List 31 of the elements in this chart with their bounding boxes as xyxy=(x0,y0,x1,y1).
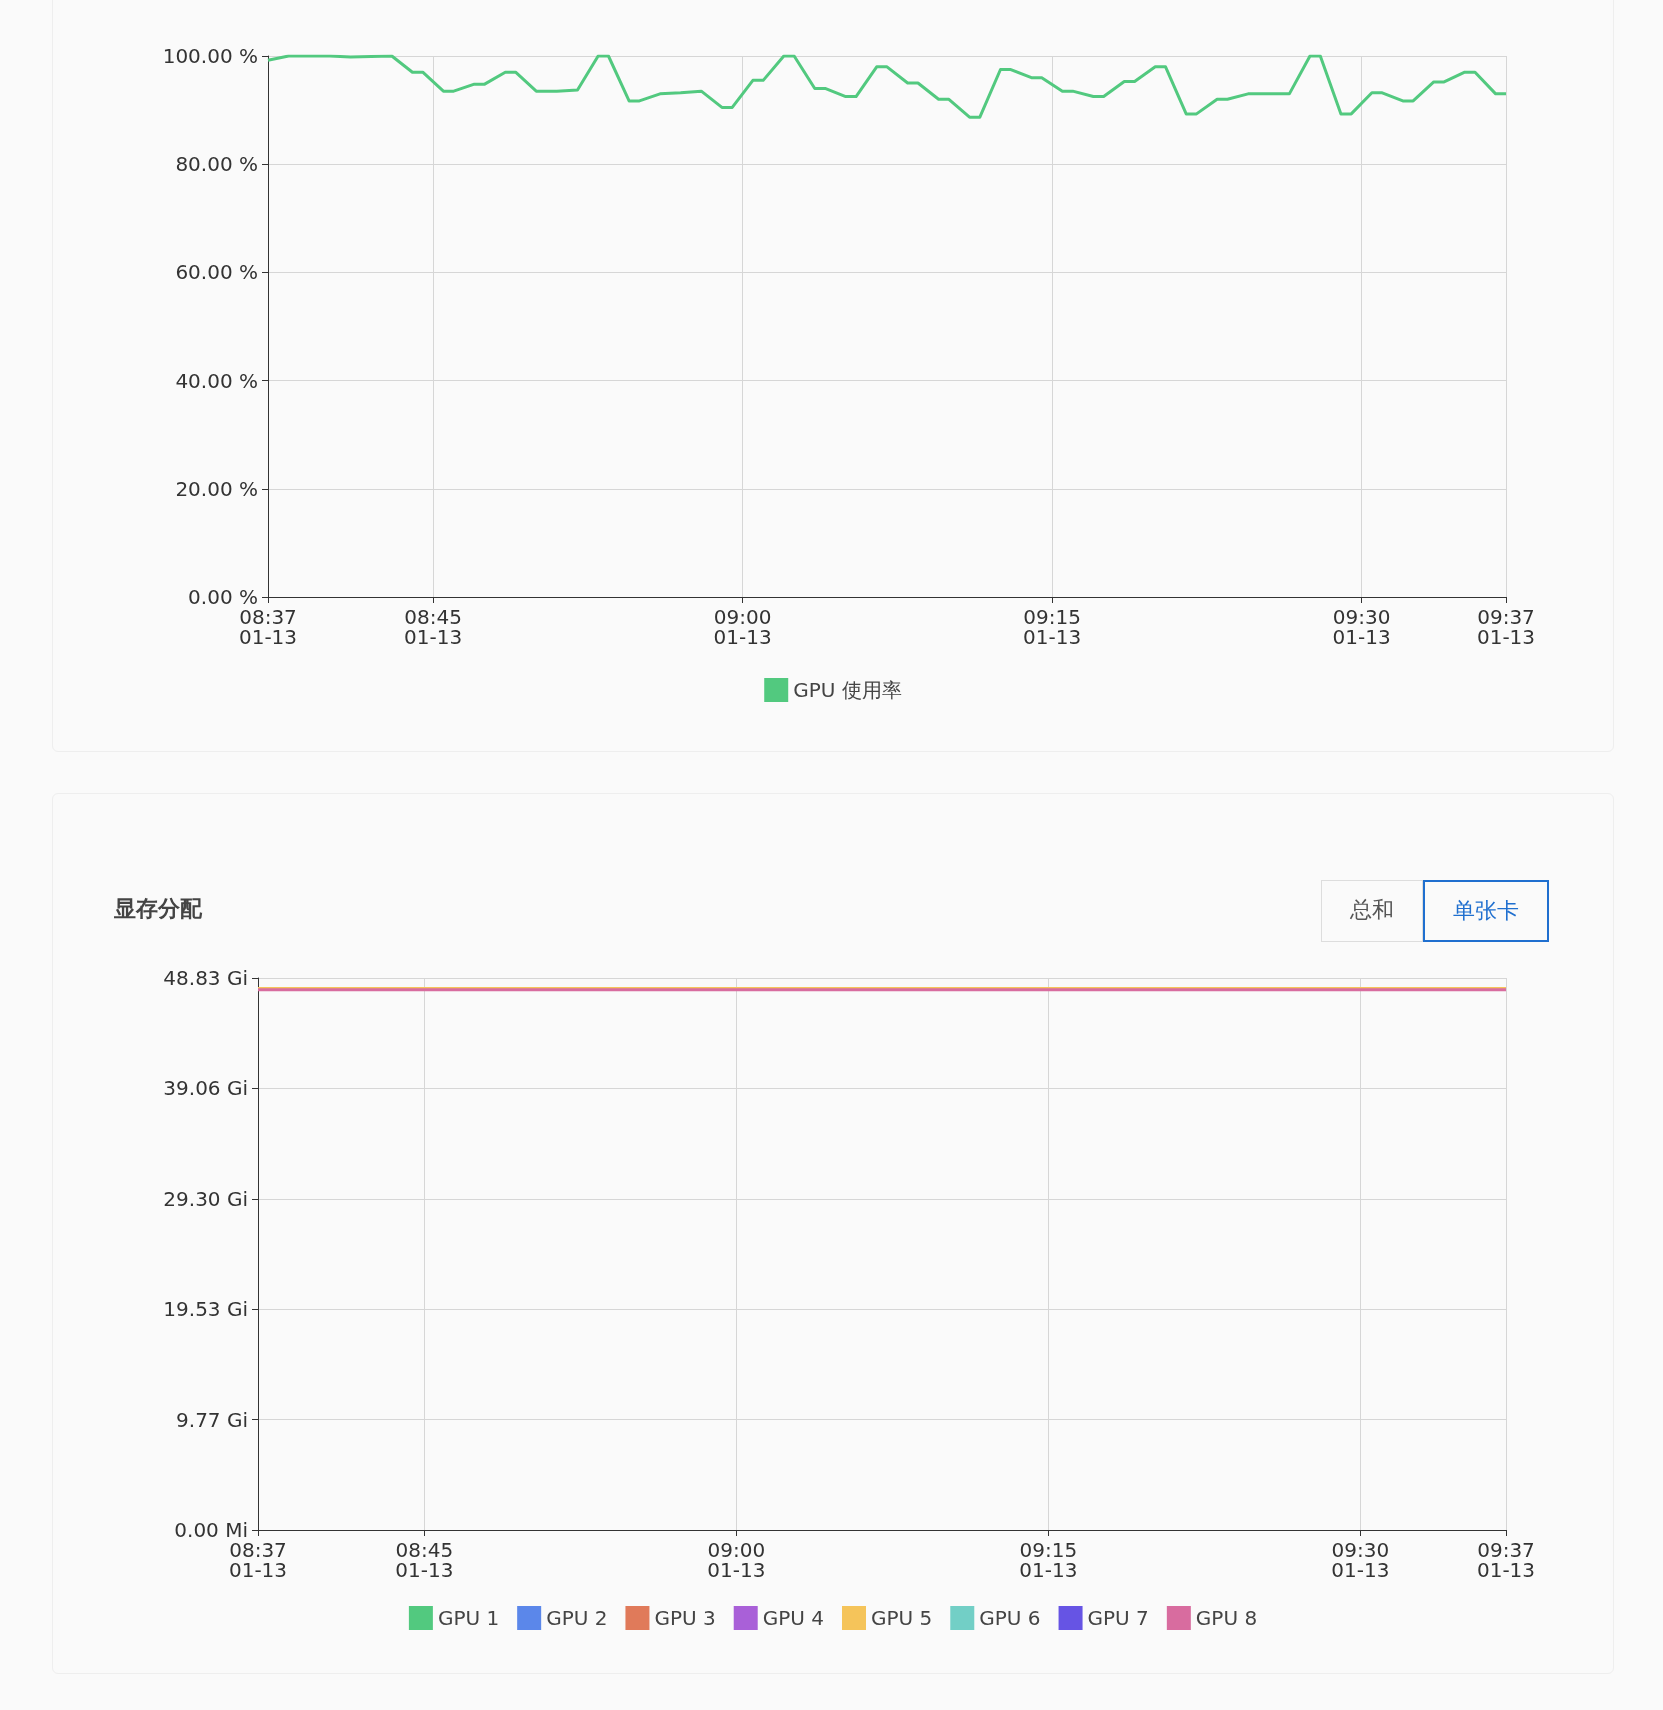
y-tick-label: 29.30 Gi xyxy=(163,1186,248,1211)
legend-label: GPU 4 xyxy=(762,1606,824,1630)
x-tick-label: 09:37 01-13 xyxy=(1476,605,1536,649)
y-tick-label: 39.06 Gi xyxy=(163,1076,248,1101)
legend-label: GPU 2 xyxy=(546,1606,608,1630)
legend-label: GPU 1 xyxy=(437,1606,500,1630)
legend-label: GPU 7 xyxy=(1087,1606,1149,1630)
y-tick-label: 60.00 % xyxy=(175,260,258,285)
y-tick-label: 80.00 % xyxy=(175,152,258,177)
legend-label: GPU 使用率 xyxy=(793,678,902,702)
x-tick-label: 09:00 01-13 xyxy=(713,605,772,649)
y-tick-label: 20.00 % xyxy=(175,476,258,501)
legend-label: GPU 3 xyxy=(654,1606,716,1630)
chart-title: 显存分配 xyxy=(113,895,203,921)
x-tick-label: 09:15 01-13 xyxy=(1019,1538,1078,1582)
legend-label: GPU 6 xyxy=(979,1606,1041,1630)
y-tick-label: 100.00 % xyxy=(162,44,258,68)
x-tick-label: 09:15 01-13 xyxy=(1023,605,1082,649)
y-tick-label: 9.77 Gi xyxy=(176,1407,248,1432)
toggle-buttons: 总和 单张卡 xyxy=(1321,880,1549,942)
y-tick-label: 48.83 Gi xyxy=(163,966,248,990)
legend-label: GPU 8 xyxy=(1195,1606,1258,1630)
x-tick-label: 09:30 01-13 xyxy=(1331,1538,1390,1582)
y-tick-label: 19.53 Gi xyxy=(163,1297,248,1322)
x-tick-label: 08:45 01-13 xyxy=(404,605,463,649)
x-tick-label: 09:30 01-13 xyxy=(1332,605,1391,649)
x-tick-label: 08:45 01-13 xyxy=(395,1538,454,1582)
x-tick-label: 09:00 01-13 xyxy=(707,1538,766,1582)
x-tick-label: 09:37 01-13 xyxy=(1476,1538,1536,1582)
legend-label: GPU 5 xyxy=(871,1606,933,1630)
y-tick-label: 40.00 % xyxy=(175,368,258,393)
